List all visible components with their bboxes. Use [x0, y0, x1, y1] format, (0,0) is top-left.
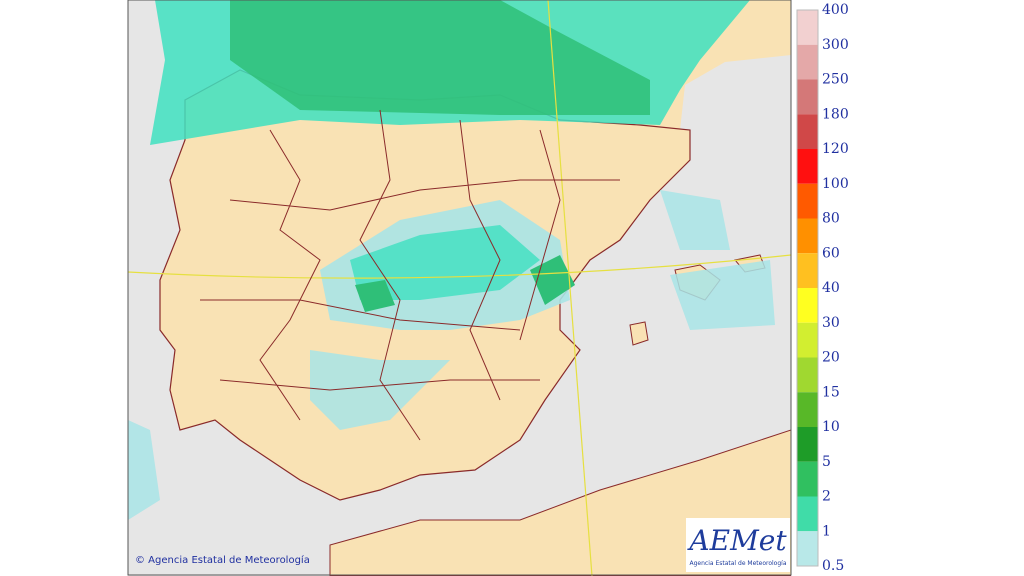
legend-swatch — [797, 218, 818, 254]
logo: AEMet — [686, 524, 787, 557]
legend-swatch — [797, 44, 818, 80]
graticule — [547, 0, 593, 576]
legend-label: 5 — [822, 454, 831, 470]
legend-swatch — [797, 357, 818, 393]
legend-label: 20 — [822, 350, 840, 366]
legend-label: 60 — [822, 245, 840, 261]
legend-label: 250 — [822, 72, 849, 88]
legend-swatch — [797, 496, 818, 532]
legend-label: 1 — [822, 523, 831, 539]
legend-label: 100 — [822, 176, 849, 192]
credit: © Agencia Estatal de Meteorología — [135, 554, 310, 566]
precip-moderate — [350, 225, 540, 300]
legend: 400 300 250 180 120 100 80 60 40 30 20 15 10 5 2 1 0.5 — [796, 2, 849, 574]
legend-label: 300 — [822, 37, 849, 53]
legend-swatch — [797, 427, 818, 462]
map-frame — [127, 0, 792, 576]
borders — [200, 109, 620, 441]
logo-subtitle: Agencia Estatal de Meteorología — [690, 560, 787, 567]
legend-swatch — [797, 149, 818, 184]
legend-swatch — [797, 461, 818, 497]
legend-label: 40 — [822, 280, 840, 296]
legend-label: 30 — [822, 315, 840, 331]
legend-label: 180 — [822, 106, 849, 122]
legend-swatch — [797, 79, 818, 115]
legend-label: 120 — [822, 141, 849, 157]
precip-light — [128, 190, 775, 520]
legend-label: 10 — [822, 419, 840, 435]
legend-swatch — [797, 253, 818, 288]
legend-frame — [796, 9, 819, 567]
legend-label: 2 — [822, 489, 831, 505]
graticule — [128, 254, 791, 279]
legend-label: 15 — [822, 384, 840, 400]
logo-box — [686, 518, 790, 572]
legend-swatch — [797, 10, 818, 45]
legend-label: 0.5 — [822, 558, 844, 574]
precip-core — [355, 255, 575, 312]
legend-swatch — [797, 322, 818, 358]
legend-label: 80 — [822, 211, 840, 227]
legend-swatch — [797, 531, 818, 566]
africa — [329, 429, 791, 576]
legend-swatch — [797, 114, 818, 149]
precip-heavy — [230, 0, 650, 115]
map-area: © Agencia Estatal de Meteorología AEMet … — [128, 0, 791, 576]
legend-label: 400 — [822, 2, 849, 18]
legend-swatch — [797, 288, 818, 323]
legend-swatch — [797, 392, 818, 427]
legend-swatch — [797, 183, 818, 219]
